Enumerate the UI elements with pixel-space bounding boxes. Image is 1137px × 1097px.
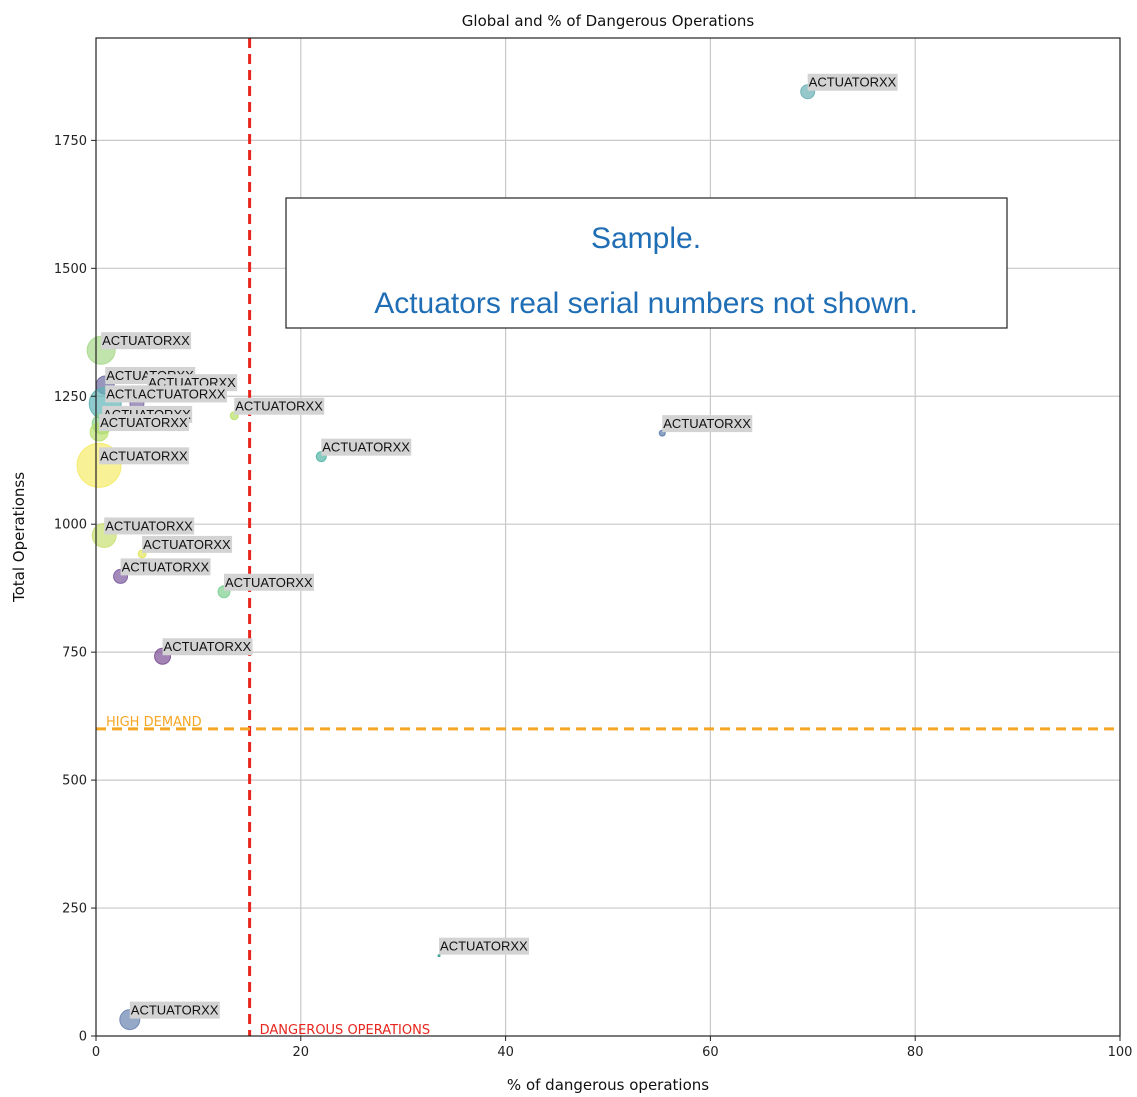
point-label: ACTUATORXX — [439, 937, 530, 955]
point-label-text: ACTUATORXX — [138, 386, 226, 401]
point-label-text: ACTUATORXX — [663, 416, 751, 431]
x-tick-label: 20 — [293, 1045, 310, 1060]
point-label-text: ACTUATORXX — [102, 333, 190, 348]
point-label-text: ACTUATORXX — [105, 518, 193, 533]
point-label: ACTUATORXX — [99, 447, 190, 465]
y-tick-label: 1500 — [54, 262, 87, 277]
point-label: ACTUATORXX — [101, 332, 192, 350]
point-label-text: ACTUATORXX — [131, 1003, 219, 1018]
dangerous-operations-label: DANGEROUS OPERATIONS — [260, 1023, 431, 1038]
y-tick-label: 1000 — [54, 518, 87, 533]
point-label: ACTUATORXX — [807, 73, 898, 91]
data-point — [437, 954, 441, 958]
annotation-line-note: Actuators real serial numbers not shown. — [374, 287, 918, 320]
point-label: ACTUATORXX — [136, 385, 227, 403]
y-tick-label: 1250 — [54, 390, 87, 405]
point-label-text: ACTUATORXX — [164, 639, 252, 654]
point-label: ACTUATORXX — [662, 415, 753, 433]
annotation-line-sample: Sample. — [591, 222, 701, 255]
chart-title: Global and % of Dangerous Operations — [462, 12, 755, 30]
x-tick-label: 60 — [702, 1045, 719, 1060]
point-label: ACTUATORXX — [120, 558, 211, 576]
high-demand-label: HIGH DEMAND — [106, 715, 202, 730]
point-label-background — [136, 385, 227, 403]
point-label: ACTUATORXX — [234, 397, 325, 415]
point-label-background — [439, 937, 530, 955]
x-tick-label: 100 — [1108, 1045, 1133, 1060]
y-tick-label: 0 — [79, 1030, 87, 1045]
point-label-background — [321, 438, 412, 456]
point-label-text: ACTUATORXX — [100, 415, 188, 430]
point-label-background — [104, 517, 195, 535]
point-label-background — [234, 397, 325, 415]
point-label-background — [99, 414, 190, 432]
point-label-background — [807, 73, 898, 91]
point-label-text: ACTUATORXX — [440, 939, 528, 954]
point-label-text: ACTUATORXX — [225, 575, 313, 590]
point-label-background — [662, 415, 753, 433]
y-tick-label: 500 — [62, 774, 87, 789]
y-tick-label: 1750 — [54, 134, 87, 149]
x-tick-label: 0 — [92, 1045, 100, 1060]
point-label-background — [224, 573, 314, 591]
point-label-text: ACTUATORXX — [235, 399, 323, 414]
point-labels: ACTUATORXX ACTUATORXX ACTUATORXX ACTUATORXX… — [99, 73, 898, 1019]
point-label-background — [120, 558, 211, 576]
point-label-text: ACTUATORXX — [122, 559, 210, 574]
point-label-text: ACTUATORXX — [809, 75, 897, 90]
point-label: ACTUATORXX — [104, 517, 195, 535]
point-label-text: ACTUATORXX — [322, 440, 410, 455]
annotation-box: Sample. Actuators real serial numbers no… — [285, 197, 1008, 329]
x-tick-label: 40 — [497, 1045, 514, 1060]
point-label-text: ACTUATORXX — [143, 537, 231, 552]
point-label-background — [162, 638, 253, 656]
y-axis-title: Total Operationss — [10, 472, 28, 603]
point-label: ACTUATORXX — [129, 1001, 220, 1019]
point-label: ACTUATORXX — [162, 638, 253, 656]
x-axis-title: % of dangerous operations — [507, 1076, 709, 1094]
plot-frame — [95, 37, 1121, 1037]
x-tick-label: 80 — [907, 1045, 924, 1060]
point-label-background — [142, 535, 233, 553]
point-label: ACTUATORXX — [321, 438, 412, 456]
point-label-text: ACTUATORXX — [100, 448, 188, 463]
point-label: ACTUATORXX — [99, 414, 190, 432]
annotation-frame — [285, 197, 1008, 329]
point-label: ACTUATORXX — [142, 535, 233, 553]
y-tick-label: 750 — [62, 646, 87, 661]
reference-lines: DANGEROUS OPERATIONS HIGH DEMAND — [96, 38, 1120, 1038]
point-label-background — [99, 447, 190, 465]
y-tick-label: 250 — [62, 902, 87, 917]
point-label-background — [129, 1001, 220, 1019]
point-label: ACTUATORXX — [224, 573, 314, 591]
point-label-background — [101, 332, 192, 350]
